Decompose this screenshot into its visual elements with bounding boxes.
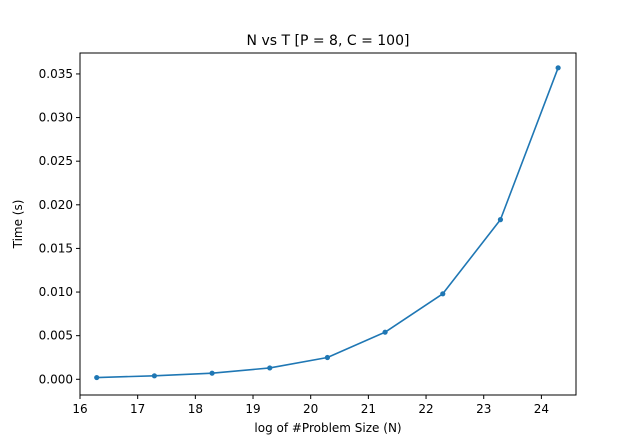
x-tick-label: 20 [303,402,318,416]
data-point [324,354,331,361]
data-point [267,365,273,371]
plot-area [79,52,577,396]
series-layer [94,65,561,381]
y-tick-label: 0.020 [39,198,73,212]
x-tick-label: 16 [72,402,87,416]
data-point [440,291,446,297]
chart-title: N vs T [P = 8, C = 100] [247,33,410,49]
y-tick-label: 0.025 [39,154,73,168]
y-tick-label: 0.005 [39,329,73,343]
data-point [555,65,561,71]
plot-frame [79,52,577,396]
data-point [209,370,215,376]
x-tick-label: 23 [476,402,491,416]
data-point [151,373,157,379]
x-tick-label: 24 [534,402,549,416]
y-axis-label: Time (s) [11,200,25,250]
y-tick-label: 0.035 [39,67,73,81]
x-tick-label: 19 [245,402,260,416]
data-point [94,374,100,381]
x-axis-label: log of #Problem Size (N) [254,421,401,435]
series-line [96,67,559,379]
x-tick-label: 22 [418,402,433,416]
x-tick-label: 21 [361,402,376,416]
y-axis: 0.000 0.005 0.010 0.015 0.020 0.025 0.030 0.035 [39,67,80,386]
x-axis: 16 17 18 19 20 21 22 23 24 [72,395,549,416]
x-tick-label: 18 [188,402,203,416]
y-tick-label: 0.015 [39,241,73,255]
x-tick-label: 17 [130,402,145,416]
data-point [497,217,504,223]
y-tick-label: 0.010 [39,285,73,299]
data-point [382,329,388,335]
y-tick-label: 0.030 [39,111,73,125]
y-tick-label: 0.000 [39,372,73,386]
